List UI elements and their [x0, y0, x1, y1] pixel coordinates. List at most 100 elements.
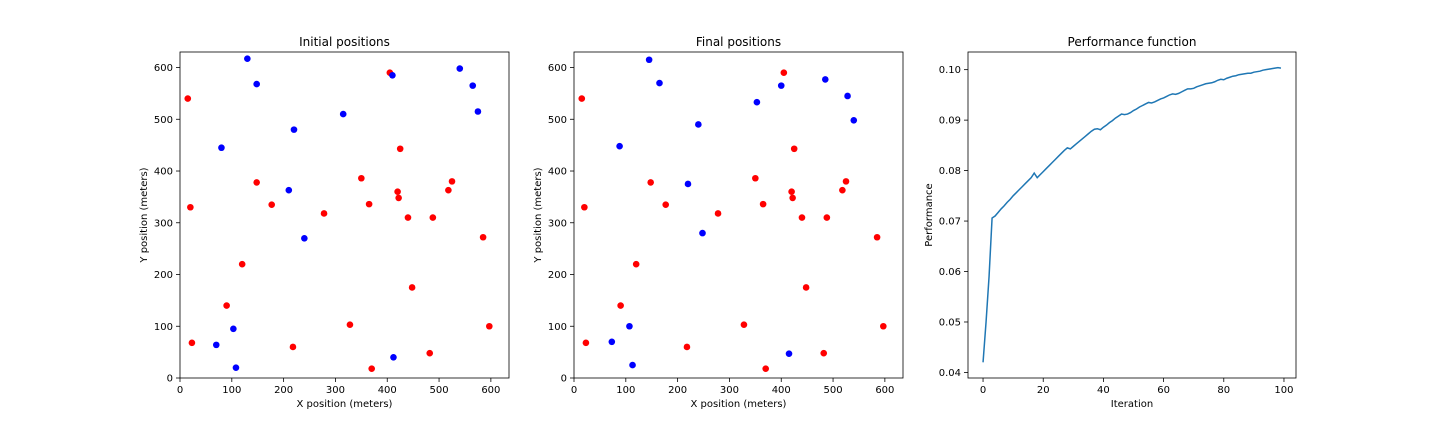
scatter-point: [285, 186, 293, 194]
scatter-point: [617, 302, 624, 309]
x-tick-label: 60: [1157, 385, 1170, 396]
y-tick-label: 0.09: [939, 116, 961, 127]
scatter-point: [445, 186, 452, 194]
y-tick-label: 0: [167, 374, 173, 385]
scatter-point: [408, 284, 416, 291]
x-tick-label: 100: [222, 385, 241, 396]
scatter-point: [626, 322, 633, 330]
plots-group: 0 100 200 300 400 500 6000100200300400500600In…: [139, 35, 1297, 410]
scatter-point: [223, 302, 230, 309]
scatter-point: [683, 343, 691, 351]
chart-title: Performance function: [1068, 35, 1197, 49]
x-tick-label: 600: [481, 385, 500, 396]
y-tick-label: 300: [548, 218, 567, 229]
scatter-point: [759, 200, 767, 208]
y-tick-label: 400: [548, 167, 567, 178]
y-tick-label: 100: [154, 322, 173, 333]
x-tick-label: 300: [720, 385, 739, 396]
scatter-point: [187, 203, 194, 211]
y-axis-label: Y position (meters): [139, 167, 150, 263]
scatter-point: [844, 92, 851, 100]
scatter-point: [823, 214, 831, 221]
scatter-point: [212, 341, 220, 349]
scatter-point: [394, 188, 401, 196]
scatter-point: [474, 108, 482, 115]
scatter-point: [578, 95, 586, 102]
axes-frame: [573, 51, 904, 379]
y-tick-label: 200: [548, 270, 567, 281]
scatter-point: [873, 233, 881, 241]
scatter-point: [389, 71, 396, 79]
series-line: [982, 66, 1282, 363]
scatter-point: [656, 79, 663, 87]
y-axis-label: Y position (meters): [533, 167, 544, 263]
y-tick-label: 200: [154, 270, 173, 281]
y-tick-label: 0.08: [939, 166, 961, 177]
scatter-point: [684, 180, 692, 188]
scatter-point: [647, 179, 654, 186]
scatter-point: [662, 201, 670, 208]
scatter-point: [839, 186, 846, 194]
scatter-point: [486, 322, 493, 330]
scatter-point: [268, 201, 276, 208]
x-tick-label: 20: [1037, 385, 1050, 396]
scatter-point: [346, 321, 354, 329]
scatter-point: [184, 95, 192, 102]
scatter-point: [339, 110, 347, 118]
y-tick-label: 0.10: [939, 65, 961, 76]
x-tick-label: 500: [430, 385, 449, 396]
scatter-point: [429, 214, 437, 221]
x-tick-label: 0: [980, 385, 986, 396]
scatter-point: [253, 80, 260, 88]
y-tick-label: 100: [548, 322, 567, 333]
scatter-point: [582, 339, 590, 347]
scatter-point: [232, 364, 240, 371]
x-tick-label: 80: [1217, 385, 1230, 396]
scatter-point: [802, 284, 810, 291]
scatter-point: [821, 76, 829, 83]
y-tick-label: 0: [561, 374, 567, 385]
scatter-point: [695, 121, 702, 128]
scatter-point: [390, 354, 397, 361]
scatter-point: [699, 229, 706, 237]
scatter-point: [629, 361, 636, 369]
x-tick-label: 300: [326, 385, 345, 396]
scatter-point: [395, 194, 402, 202]
y-tick-label: 600: [154, 63, 173, 74]
x-tick-label: 0: [571, 385, 577, 396]
scatter-point: [780, 69, 788, 76]
scatter-point: [645, 56, 653, 64]
x-tick-label: 0: [177, 385, 183, 396]
scatter-point: [632, 260, 640, 268]
scatter-point: [789, 194, 796, 202]
y-tick-label: 500: [548, 115, 567, 126]
scatter-point: [244, 55, 251, 63]
x-tick-label: 100: [1274, 385, 1293, 396]
scatter-point: [448, 178, 456, 185]
scatter-point: [752, 174, 759, 182]
scatter-point: [368, 365, 376, 372]
x-tick-label: 400: [772, 385, 791, 396]
scatter-point: [820, 349, 828, 357]
scatter-point: [426, 349, 434, 357]
y-tick-label: 500: [154, 115, 173, 126]
axes-frame: [179, 51, 510, 379]
scatter-point: [218, 144, 225, 152]
scatter-point: [469, 82, 477, 89]
x-tick-label: 600: [875, 385, 894, 396]
scatter-point: [320, 210, 328, 217]
scatter-point: [396, 145, 404, 153]
y-tick-label: 400: [154, 167, 173, 178]
chart-1: 0 100 200 300 400 500 600 0 100 200 300 400 500 600 In…: [139, 35, 510, 410]
scatter-point: [880, 322, 887, 330]
series-2: [608, 56, 858, 369]
x-axis-label: X position (meters): [297, 399, 393, 410]
scatter-point: [616, 142, 623, 150]
x-axis-label: X position (meters): [691, 399, 787, 410]
scatter-point: [238, 260, 246, 268]
scatter-point: [188, 339, 196, 347]
scatter-point: [842, 178, 850, 185]
x-tick-label: 500: [824, 385, 843, 396]
chart-3: 0 20 40 60 80 100 0.04 0.05 0.06 0.07 0.08 0.09 0.10…: [924, 35, 1297, 410]
